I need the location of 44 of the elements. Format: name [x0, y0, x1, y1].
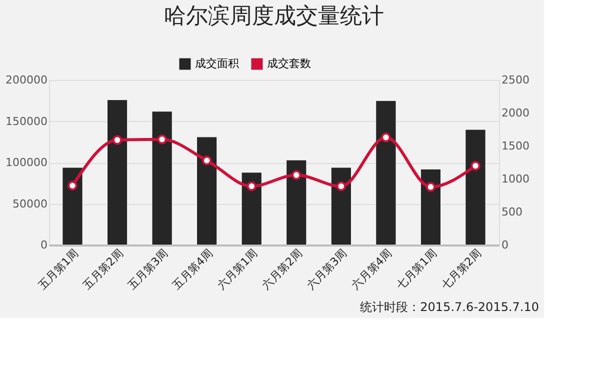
y2-tick-label: 0 — [502, 238, 508, 252]
point — [112, 135, 122, 145]
point — [68, 180, 78, 190]
bar — [106, 100, 128, 246]
y-tick-label: 150000 — [6, 114, 48, 128]
bar — [286, 160, 307, 246]
x-tick-label: 五月第4周 — [170, 246, 216, 292]
bar — [420, 168, 442, 246]
point — [157, 134, 167, 144]
point — [381, 132, 391, 142]
x-tick-label: 七月第1周 — [394, 246, 440, 292]
bar — [241, 172, 262, 246]
bar — [62, 167, 83, 246]
y-tick-label: 0 — [40, 238, 48, 252]
point — [336, 181, 346, 192]
y-tick-label: 200000 — [6, 74, 48, 86]
bar — [196, 136, 218, 246]
x-tick-label: 五月第2周 — [80, 246, 126, 292]
x-tick-label: 五月第3周 — [125, 246, 171, 292]
bar — [330, 167, 352, 246]
point — [202, 156, 212, 166]
chart-title: 哈尔滨周度成交量统计 — [164, 4, 384, 29]
y-tick-label: 50000 — [12, 197, 48, 210]
y-tick-label: 100000 — [6, 156, 48, 169]
y2-tick-label: 500 — [502, 206, 522, 218]
point — [426, 182, 436, 192]
bar — [376, 100, 396, 246]
x-tick-label: 六月第4周 — [349, 246, 394, 292]
y2-tick-label: 2000 — [502, 106, 530, 120]
x-tick-label: 六月第1周 — [214, 246, 260, 292]
y2-tick-label: 1000 — [502, 172, 530, 186]
x-tick-label: 六月第3周 — [304, 246, 350, 292]
x-tick-label: 六月第2周 — [260, 246, 305, 292]
bar — [152, 111, 172, 246]
point — [246, 181, 256, 192]
point — [292, 170, 302, 180]
x-tick-label: 七月第2周 — [438, 246, 484, 292]
legend-label: 成交套数 — [267, 57, 311, 70]
y2-tick-label: 2500 — [502, 74, 530, 86]
bar — [465, 129, 486, 246]
point — [470, 160, 480, 171]
legend-label: 成交面积 — [195, 57, 239, 70]
y2-tick-label: 1500 — [502, 140, 530, 152]
text: 统计时段：2015.7.6-2015.7.10 — [360, 300, 539, 314]
